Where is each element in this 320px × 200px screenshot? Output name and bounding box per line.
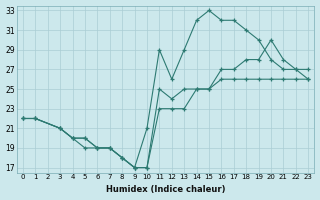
X-axis label: Humidex (Indice chaleur): Humidex (Indice chaleur) (106, 185, 225, 194)
